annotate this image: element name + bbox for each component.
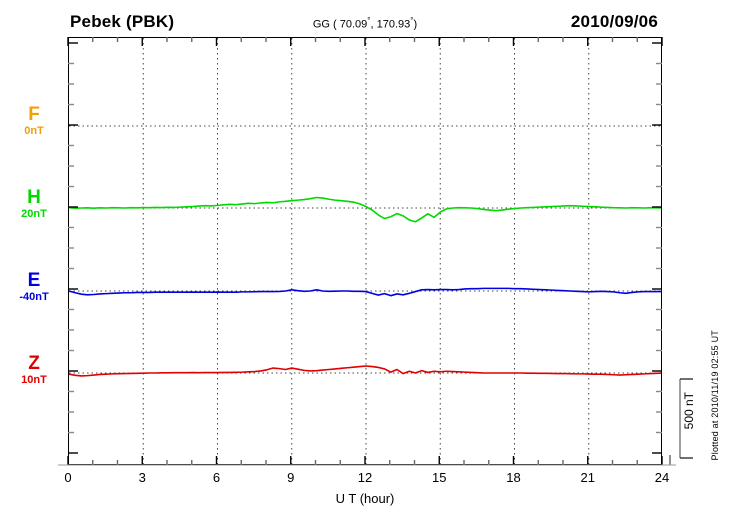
magnetogram-plot-area bbox=[68, 37, 662, 465]
xtick-label-9: 9 bbox=[287, 470, 295, 485]
xtick-label-21: 21 bbox=[580, 470, 595, 485]
geographic-coordinates: GG ( 70.09°, 170.93°) bbox=[0, 16, 730, 31]
station-title: Pebek (PBK) bbox=[70, 12, 175, 31]
trace-z bbox=[69, 365, 661, 377]
component-value-h: 20nT bbox=[21, 208, 47, 220]
component-symbol-h: H bbox=[27, 187, 41, 208]
plotted-at-stamp: Plotted at 2010/11/19 02:55 UT bbox=[710, 330, 720, 461]
xtick-label-12: 12 bbox=[357, 470, 373, 485]
component-label-h: H 20nT bbox=[6, 187, 62, 221]
xtick-label-18: 18 bbox=[506, 470, 521, 485]
coords-lon-mid: , 170.93 bbox=[370, 18, 411, 31]
scale-bar bbox=[679, 378, 693, 459]
xtick-label-3: 3 bbox=[138, 470, 146, 485]
observation-date: 2010/09/06 bbox=[570, 12, 658, 31]
xtick-label-24: 24 bbox=[654, 470, 670, 485]
component-symbol-f: F bbox=[28, 104, 40, 125]
component-label-e: E -40nT bbox=[6, 270, 62, 304]
degree-symbol-lat: ° bbox=[367, 16, 371, 25]
coords-suffix: ) bbox=[413, 18, 418, 31]
component-value-e: -40nT bbox=[19, 291, 49, 303]
coords-lat-prefix: GG ( 70.09 bbox=[312, 18, 368, 31]
component-value-f: 0nT bbox=[24, 125, 44, 137]
component-label-z: Z 10nT bbox=[6, 353, 62, 387]
x-axis-title: U T (hour) bbox=[335, 491, 395, 506]
magnetogram-traces bbox=[69, 38, 661, 464]
trace-h bbox=[69, 196, 661, 223]
degree-symbol-lon: ° bbox=[410, 16, 414, 25]
component-label-f: F 0nT bbox=[6, 104, 62, 138]
component-symbol-z: Z bbox=[28, 353, 40, 374]
component-value-z: 10nT bbox=[21, 374, 47, 386]
xtick-label-15: 15 bbox=[432, 470, 447, 485]
xtick-label-6: 6 bbox=[212, 470, 221, 485]
component-symbol-e: E bbox=[27, 270, 41, 291]
scale-bar-label: 500 nT bbox=[682, 392, 696, 430]
trace-e bbox=[69, 287, 661, 297]
xtick-label-0: 0 bbox=[64, 470, 72, 485]
